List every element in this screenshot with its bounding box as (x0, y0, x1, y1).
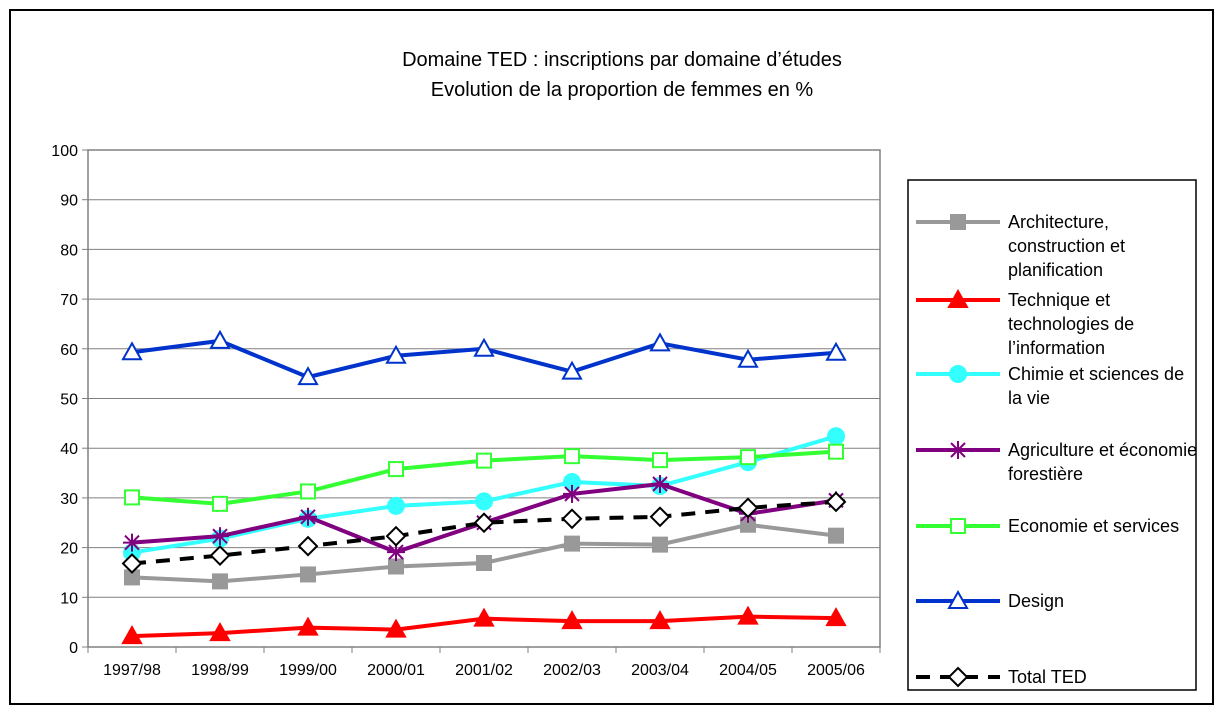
chart-title: Domaine TED : inscriptions par domaine d… (402, 49, 842, 71)
y-tick-label: 20 (60, 541, 78, 558)
marker (947, 589, 969, 609)
marker (825, 491, 847, 513)
x-tick-label: 1997/98 (103, 662, 161, 679)
marker (209, 545, 231, 566)
marker (387, 496, 405, 515)
marker (563, 484, 581, 503)
marker (297, 616, 319, 636)
marker (950, 518, 966, 534)
marker (737, 497, 759, 519)
marker (947, 666, 969, 688)
legend-label: Architecture, construction et planificat… (1008, 212, 1126, 280)
x-tick-label: 2002/03 (543, 662, 601, 679)
marker (123, 533, 141, 552)
y-tick-label: 90 (60, 193, 78, 210)
y-tick-label: 100 (51, 143, 78, 160)
marker (121, 553, 143, 574)
legend-label: Technique et technologies de l’informati… (1008, 290, 1135, 358)
marker (564, 448, 580, 465)
marker (561, 508, 583, 530)
marker (387, 543, 405, 562)
marker (476, 452, 492, 469)
y-tick-label: 70 (60, 292, 78, 309)
marker (473, 512, 495, 534)
marker (297, 366, 319, 386)
marker (211, 527, 229, 546)
marker (212, 573, 228, 590)
legend-label: Agriculture et économie forestière (1008, 440, 1198, 484)
marker (828, 443, 844, 460)
marker (388, 558, 404, 575)
marker (212, 495, 228, 512)
marker (209, 622, 231, 642)
marker (649, 506, 671, 528)
y-tick-label: 10 (60, 590, 78, 607)
marker (740, 449, 756, 466)
marker (649, 332, 671, 352)
x-tick-label: 2005/06 (807, 662, 865, 679)
marker (651, 474, 669, 493)
marker (828, 527, 844, 544)
y-tick-label: 80 (60, 242, 78, 259)
marker (825, 607, 847, 627)
plot-area (87, 149, 881, 648)
chart-subtitle: Evolution de la proportion de femmes en … (431, 79, 814, 101)
marker (652, 536, 668, 553)
marker (385, 618, 407, 638)
marker (300, 566, 316, 583)
marker (476, 555, 492, 572)
marker (388, 461, 404, 478)
marker (121, 341, 143, 361)
legend-label: Economie et services (1008, 516, 1180, 536)
marker (947, 288, 969, 308)
x-tick-label: 1999/00 (279, 662, 337, 679)
x-tick-label: 2001/02 (455, 662, 513, 679)
legend-label: Design (1008, 591, 1065, 611)
marker (950, 214, 966, 230)
marker (949, 441, 967, 459)
y-tick-label: 60 (60, 342, 78, 359)
x-tick-label: 2003/04 (631, 662, 689, 679)
marker (385, 344, 407, 364)
marker (737, 348, 759, 368)
x-tick-label: 2004/05 (719, 662, 777, 679)
marker (299, 507, 317, 526)
y-tick-label: 40 (60, 441, 78, 458)
marker (827, 427, 845, 446)
marker (209, 329, 231, 349)
y-tick-label: 50 (60, 392, 78, 409)
marker (649, 610, 671, 630)
marker (385, 525, 407, 547)
marker (473, 607, 495, 627)
marker (297, 535, 319, 557)
marker (652, 452, 668, 469)
marker (300, 483, 316, 500)
x-tick-label: 2000/01 (367, 662, 425, 679)
marker (564, 535, 580, 552)
legend-label: Chimie et sciences de la vie (1008, 364, 1185, 408)
x-tick-label: 1998/99 (191, 662, 249, 679)
marker (124, 489, 140, 506)
y-tick-label: 30 (60, 491, 78, 508)
marker (561, 360, 583, 380)
marker (475, 492, 493, 511)
marker (473, 337, 495, 357)
marker (825, 341, 847, 361)
series-line (131, 499, 837, 566)
marker (121, 625, 143, 645)
marker (949, 365, 967, 383)
marker (737, 605, 759, 625)
marker (561, 610, 583, 630)
y-tick-label: 0 (69, 640, 78, 657)
legend-label: Total TED (1008, 667, 1087, 687)
